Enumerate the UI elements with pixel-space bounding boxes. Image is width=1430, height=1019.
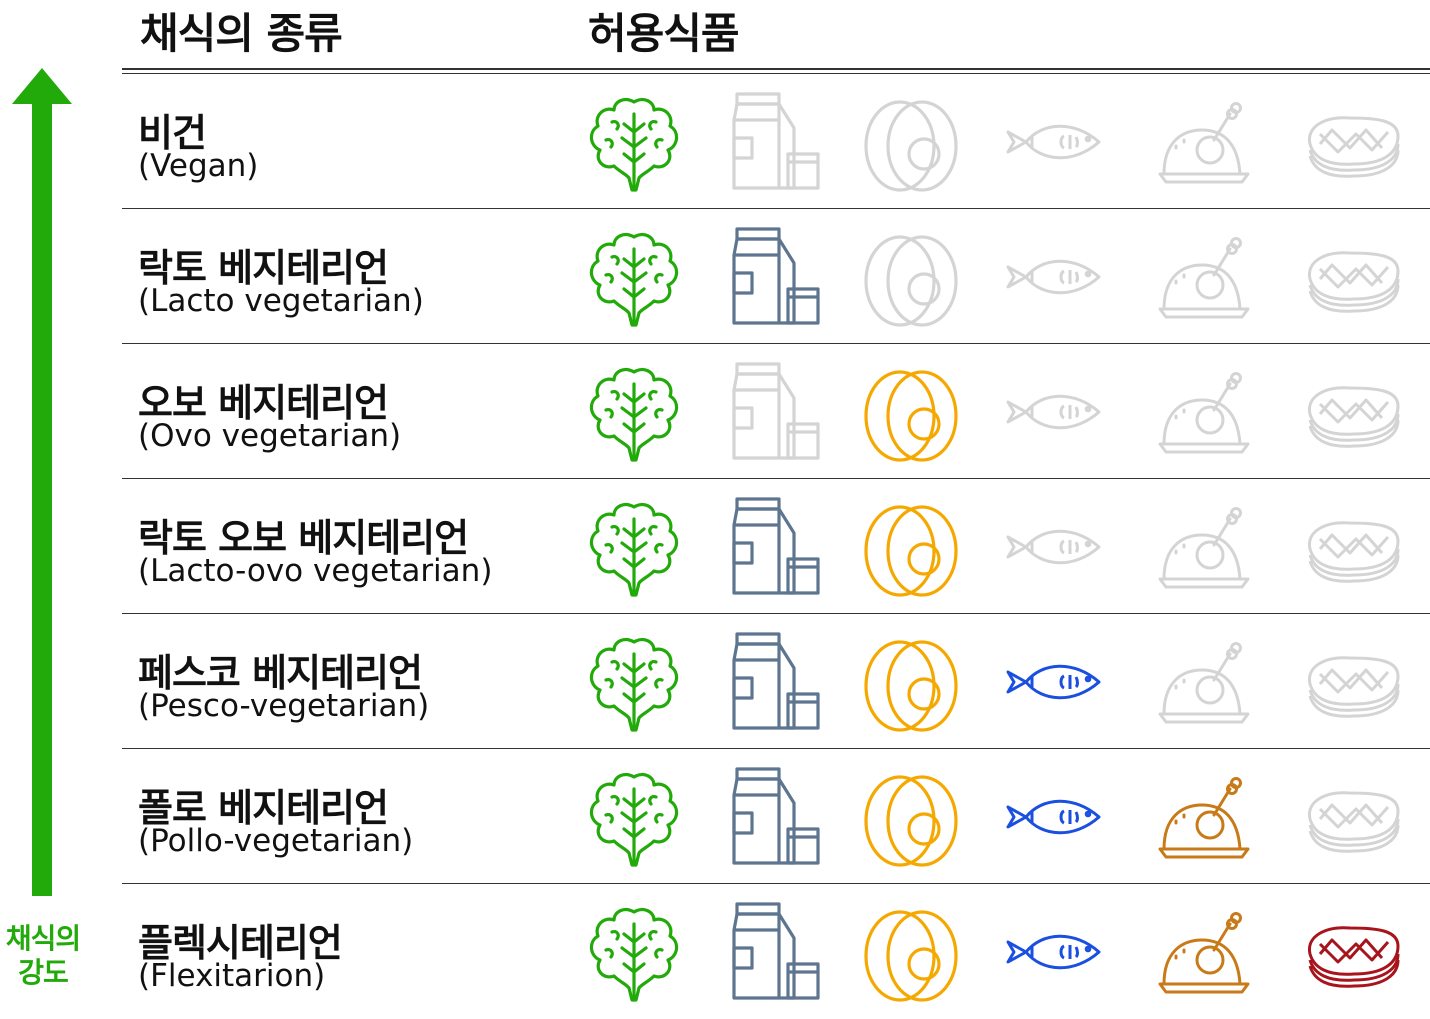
milk-icon [722, 92, 822, 192]
diet-row: 락토 베지테리언 (Lacto vegetarian) [122, 209, 1430, 344]
diet-row: 페스코 베지테리언 (Pesco-vegetarian) [122, 614, 1430, 749]
milk-icon [722, 767, 822, 867]
vegetable-icon [584, 767, 684, 867]
meat-icon [1302, 632, 1402, 732]
row-divider [122, 343, 1430, 344]
diet-row: 락토 오보 베지테리언 (Lacto-ovo vegetarian) [122, 479, 1430, 614]
meat-icon [1302, 362, 1402, 462]
egg-icon [860, 767, 960, 867]
row-divider [122, 613, 1430, 614]
milk-icon [722, 362, 822, 462]
column-header-foods: 허용식품 [588, 9, 740, 58]
diet-row: 비건 (Vegan) [122, 74, 1430, 209]
diet-name-english: (Vegan) [138, 148, 259, 184]
egg-icon [860, 497, 960, 597]
intensity-arrow-icon [12, 68, 72, 896]
chicken-icon [1154, 227, 1254, 327]
chicken-icon [1154, 497, 1254, 597]
diet-name-korean: 비건 [138, 111, 207, 155]
diet-name-korean: 페스코 베지테리언 [138, 651, 423, 695]
header-rule-thin [122, 73, 1430, 74]
diet-row: 폴로 베지테리언 (Pollo-vegetarian) [122, 749, 1430, 884]
diet-name-english: (Lacto vegetarian) [138, 283, 424, 319]
diet-name-korean: 락토 베지테리언 [138, 246, 389, 290]
chicken-icon [1154, 632, 1254, 732]
chicken-icon [1154, 362, 1254, 462]
row-divider [122, 748, 1430, 749]
meat-icon [1302, 902, 1402, 1002]
vegetable-icon [584, 902, 684, 1002]
diet-name-korean: 폴로 베지테리언 [138, 786, 389, 830]
egg-icon [860, 362, 960, 462]
vegetable-icon [584, 497, 684, 597]
diet-name-english: (Pollo-vegetarian) [138, 823, 414, 859]
row-divider [122, 478, 1430, 479]
diet-name-korean: 락토 오보 베지테리언 [138, 516, 469, 560]
egg-icon [860, 227, 960, 327]
fish-icon [1004, 497, 1104, 597]
meat-icon [1302, 92, 1402, 192]
diet-name-english: (Pesco-vegetarian) [138, 688, 430, 724]
fish-icon [1004, 227, 1104, 327]
milk-icon [722, 227, 822, 327]
diet-row: 오보 베지테리언 (Ovo vegetarian) [122, 344, 1430, 479]
milk-icon [722, 902, 822, 1002]
milk-icon [722, 497, 822, 597]
chicken-icon [1154, 767, 1254, 867]
diet-name-english: (Lacto-ovo vegetarian) [138, 553, 493, 589]
chicken-icon [1154, 92, 1254, 192]
diet-name-english: (Ovo vegetarian) [138, 418, 402, 454]
row-divider [122, 883, 1430, 884]
row-divider [122, 208, 1430, 209]
meat-icon [1302, 227, 1402, 327]
egg-icon [860, 92, 960, 192]
diet-name-korean: 플렉시테리언 [138, 921, 343, 965]
fish-icon [1004, 767, 1104, 867]
vegetable-icon [584, 92, 684, 192]
milk-icon [722, 632, 822, 732]
vegetable-icon [584, 227, 684, 327]
diet-name-korean: 오보 베지테리언 [138, 381, 389, 425]
egg-icon [860, 902, 960, 1002]
vegetable-icon [584, 632, 684, 732]
meat-icon [1302, 767, 1402, 867]
diet-row: 플렉시테리언 (Flexitarion) [122, 884, 1430, 1019]
chicken-icon [1154, 902, 1254, 1002]
fish-icon [1004, 362, 1104, 462]
intensity-label: 채식의 강도 [0, 922, 86, 990]
vegetable-icon [584, 362, 684, 462]
meat-icon [1302, 497, 1402, 597]
intensity-label-line1: 채식의 [5, 922, 81, 955]
fish-icon [1004, 92, 1104, 192]
diet-name-english: (Flexitarion) [138, 958, 326, 994]
fish-icon [1004, 632, 1104, 732]
fish-icon [1004, 902, 1104, 1002]
header-rule [122, 68, 1430, 70]
intensity-label-line2: 강도 [18, 956, 69, 989]
column-header-type: 채식의 종류 [140, 9, 343, 58]
egg-icon [860, 632, 960, 732]
